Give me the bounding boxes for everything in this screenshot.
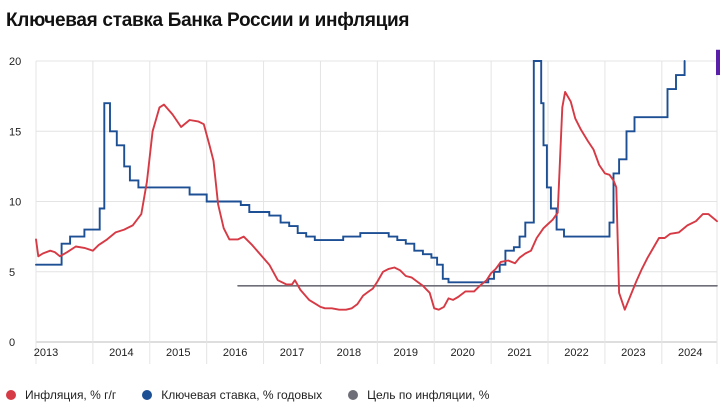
x-tick-label-2015: 2015: [166, 347, 190, 359]
current-rate-marker: [716, 49, 720, 76]
legend-label-target: Цель по инфляции, %: [367, 388, 490, 402]
x-tick-label-2016: 2016: [223, 347, 247, 359]
x-tick-label-2023: 2023: [621, 347, 645, 359]
y-tick-label-15: 15: [9, 126, 21, 138]
legend-dot-inflation: [6, 390, 16, 400]
grid: [35, 60, 718, 364]
y-tick-label-10: 10: [9, 197, 21, 209]
chart-title: Ключевая ставка Банка России и инфляция: [6, 10, 410, 31]
series-line-inflation: [35, 90, 718, 311]
x-tick-label-2013: 2013: [34, 347, 58, 359]
legend: Инфляция, % г/г Ключевая ставка, % годов…: [6, 388, 489, 402]
axes: 0 5 10 15 20 2013 2014 2015 2016 2017 2018 2019 2020…: [9, 56, 703, 359]
y-tick-label-5: 5: [9, 267, 15, 279]
legend-label-key-rate: Ключевая ставка, % годовых: [161, 388, 323, 402]
y-tick-label-0: 0: [9, 337, 15, 349]
legend-dot-key-rate: [142, 390, 153, 400]
legend-label-inflation: Инфляция, % г/г: [25, 388, 117, 402]
legend-item-inflation[interactable]: Инфляция, % г/г: [6, 388, 116, 402]
series-key-rate: [35, 60, 686, 284]
series-line-key_rate: [35, 60, 686, 284]
series-inflation: [35, 90, 718, 311]
x-tick-label-2021: 2021: [507, 347, 531, 359]
y-tick-label-20: 20: [9, 56, 21, 68]
legend-item-key-rate[interactable]: Ключевая ставка, % годовых: [142, 388, 322, 402]
x-tick-label-2024: 2024: [678, 347, 702, 359]
x-tick-label-2022: 2022: [564, 347, 588, 359]
legend-item-target[interactable]: Цель по инфляции, %: [348, 388, 489, 402]
x-tick-label-2020: 2020: [450, 347, 474, 359]
x-tick-label-2019: 2019: [394, 347, 418, 359]
x-tick-label-2017: 2017: [280, 347, 304, 359]
x-tick-label-2014: 2014: [109, 347, 133, 359]
x-tick-label-2018: 2018: [337, 347, 361, 359]
legend-dot-target: [348, 390, 359, 400]
